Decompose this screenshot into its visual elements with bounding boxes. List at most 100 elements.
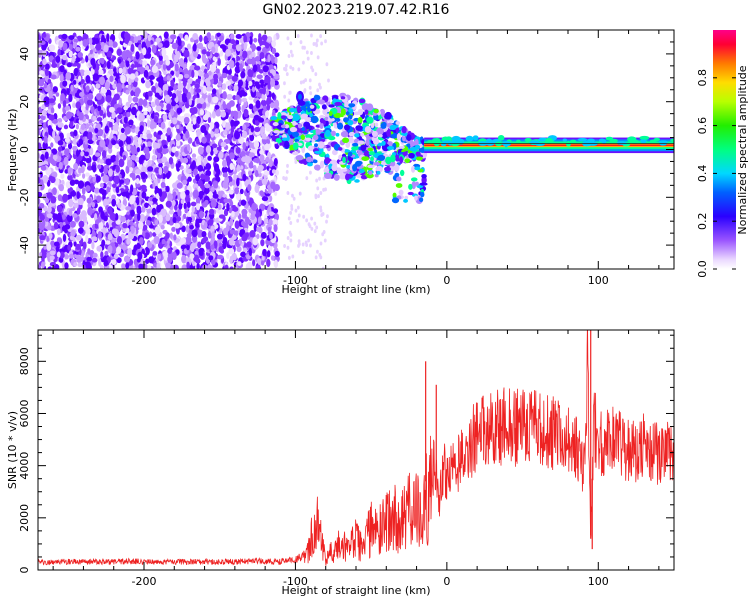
- noise-speckle: [236, 245, 242, 253]
- spectrogram-x-tick-label: 100: [588, 274, 609, 287]
- fragment-blob: [337, 122, 344, 130]
- noise-speckle: [225, 48, 232, 57]
- fragment-blob: [376, 170, 381, 175]
- noise-speckle: [44, 217, 50, 222]
- noise-speckle: [226, 202, 230, 212]
- noise-speckle: [64, 105, 71, 111]
- noise-speckle: [91, 241, 95, 250]
- noise-speckle: [163, 255, 169, 261]
- noise-speckle: [256, 233, 260, 239]
- noise-speckle: [195, 138, 200, 145]
- noise-speckle: [115, 154, 119, 164]
- fragment-blob: [342, 156, 346, 164]
- noise-speckle: [149, 74, 155, 80]
- noise-speckle: [92, 115, 97, 121]
- noise-speckle: [158, 188, 163, 198]
- noise-speckle: [69, 179, 76, 186]
- noise-speckle: [139, 125, 144, 133]
- noise-speckle: [66, 194, 73, 201]
- noise-speckle: [185, 130, 190, 139]
- fragment-blob: [287, 115, 294, 120]
- noise-speckle: [203, 236, 209, 242]
- noise-speckle: [165, 185, 170, 193]
- edge-speckle: [319, 85, 322, 90]
- noise-speckle: [214, 104, 220, 110]
- noise-speckle: [155, 37, 162, 43]
- noise-speckle: [166, 75, 171, 81]
- noise-speckle: [222, 100, 226, 110]
- noise-speckle: [240, 220, 246, 227]
- spectrogram-y-tick-label: 0: [18, 146, 31, 153]
- noise-speckle: [97, 231, 102, 239]
- fragment-blob: [319, 122, 324, 130]
- noise-speckle: [124, 126, 131, 135]
- noise-speckle: [192, 33, 199, 41]
- noise-speckle: [161, 148, 168, 155]
- noise-speckle: [55, 55, 61, 64]
- signal-blob: [670, 138, 674, 142]
- noise-speckle: [260, 239, 265, 247]
- noise-speckle: [75, 123, 80, 130]
- noise-speckle: [255, 84, 261, 90]
- noise-speckle: [254, 56, 261, 62]
- fragment-blob: [323, 172, 332, 180]
- noise-speckle: [131, 248, 137, 256]
- noise-speckle: [162, 144, 168, 150]
- noise-speckle: [204, 183, 211, 189]
- noise-speckle: [228, 248, 235, 255]
- noise-speckle: [215, 109, 221, 117]
- noise-speckle: [107, 245, 113, 254]
- noise-speckle: [191, 80, 196, 86]
- noise-speckle: [146, 52, 152, 59]
- noise-speckle: [253, 37, 258, 43]
- noise-speckle: [70, 91, 76, 96]
- noise-speckle: [257, 164, 264, 171]
- edge-speckle: [299, 80, 303, 85]
- noise-speckle: [167, 193, 173, 201]
- noise-speckle: [48, 90, 53, 99]
- noise-speckle: [118, 97, 122, 106]
- noise-speckle: [47, 202, 53, 208]
- noise-speckle: [130, 106, 137, 116]
- noise-speckle: [217, 58, 221, 66]
- noise-speckle: [93, 187, 100, 194]
- noise-speckle: [213, 240, 218, 249]
- noise-speckle: [233, 112, 238, 122]
- noise-speckle: [181, 92, 187, 102]
- noise-speckle: [85, 104, 89, 111]
- noise-speckle: [210, 64, 217, 73]
- noise-speckle: [51, 148, 58, 155]
- noise-speckle: [179, 103, 183, 109]
- noise-speckle: [192, 117, 197, 125]
- noise-speckle: [195, 173, 201, 182]
- noise-speckle: [82, 241, 87, 250]
- noise-speckle: [238, 238, 243, 245]
- noise-speckle: [75, 46, 81, 52]
- fragment-blob: [335, 132, 340, 137]
- noise-speckle: [273, 259, 279, 269]
- noise-speckle: [267, 188, 272, 194]
- fragment-blob: [340, 168, 348, 172]
- noise-speckle: [115, 83, 122, 88]
- noise-speckle: [230, 33, 235, 40]
- noise-speckle: [68, 50, 73, 58]
- noise-speckle: [192, 123, 197, 130]
- noise-speckle: [209, 121, 215, 130]
- noise-speckle: [257, 36, 263, 45]
- noise-speckle: [205, 169, 212, 177]
- noise-speckle: [193, 42, 197, 52]
- noise-speckle: [79, 92, 85, 98]
- noise-speckle: [225, 155, 231, 163]
- noise-speckle: [168, 146, 172, 152]
- noise-speckle: [70, 229, 76, 237]
- noise-speckle: [210, 149, 214, 156]
- fragment-blob: [292, 120, 297, 126]
- noise-speckle: [177, 160, 182, 168]
- noise-speckle: [183, 73, 190, 79]
- fragment-blob: [374, 122, 379, 127]
- noise-speckle: [214, 128, 220, 134]
- noise-speckle: [185, 235, 192, 245]
- noise-speckle: [105, 158, 112, 166]
- noise-speckle: [235, 44, 242, 52]
- edge-speckle: [289, 232, 293, 237]
